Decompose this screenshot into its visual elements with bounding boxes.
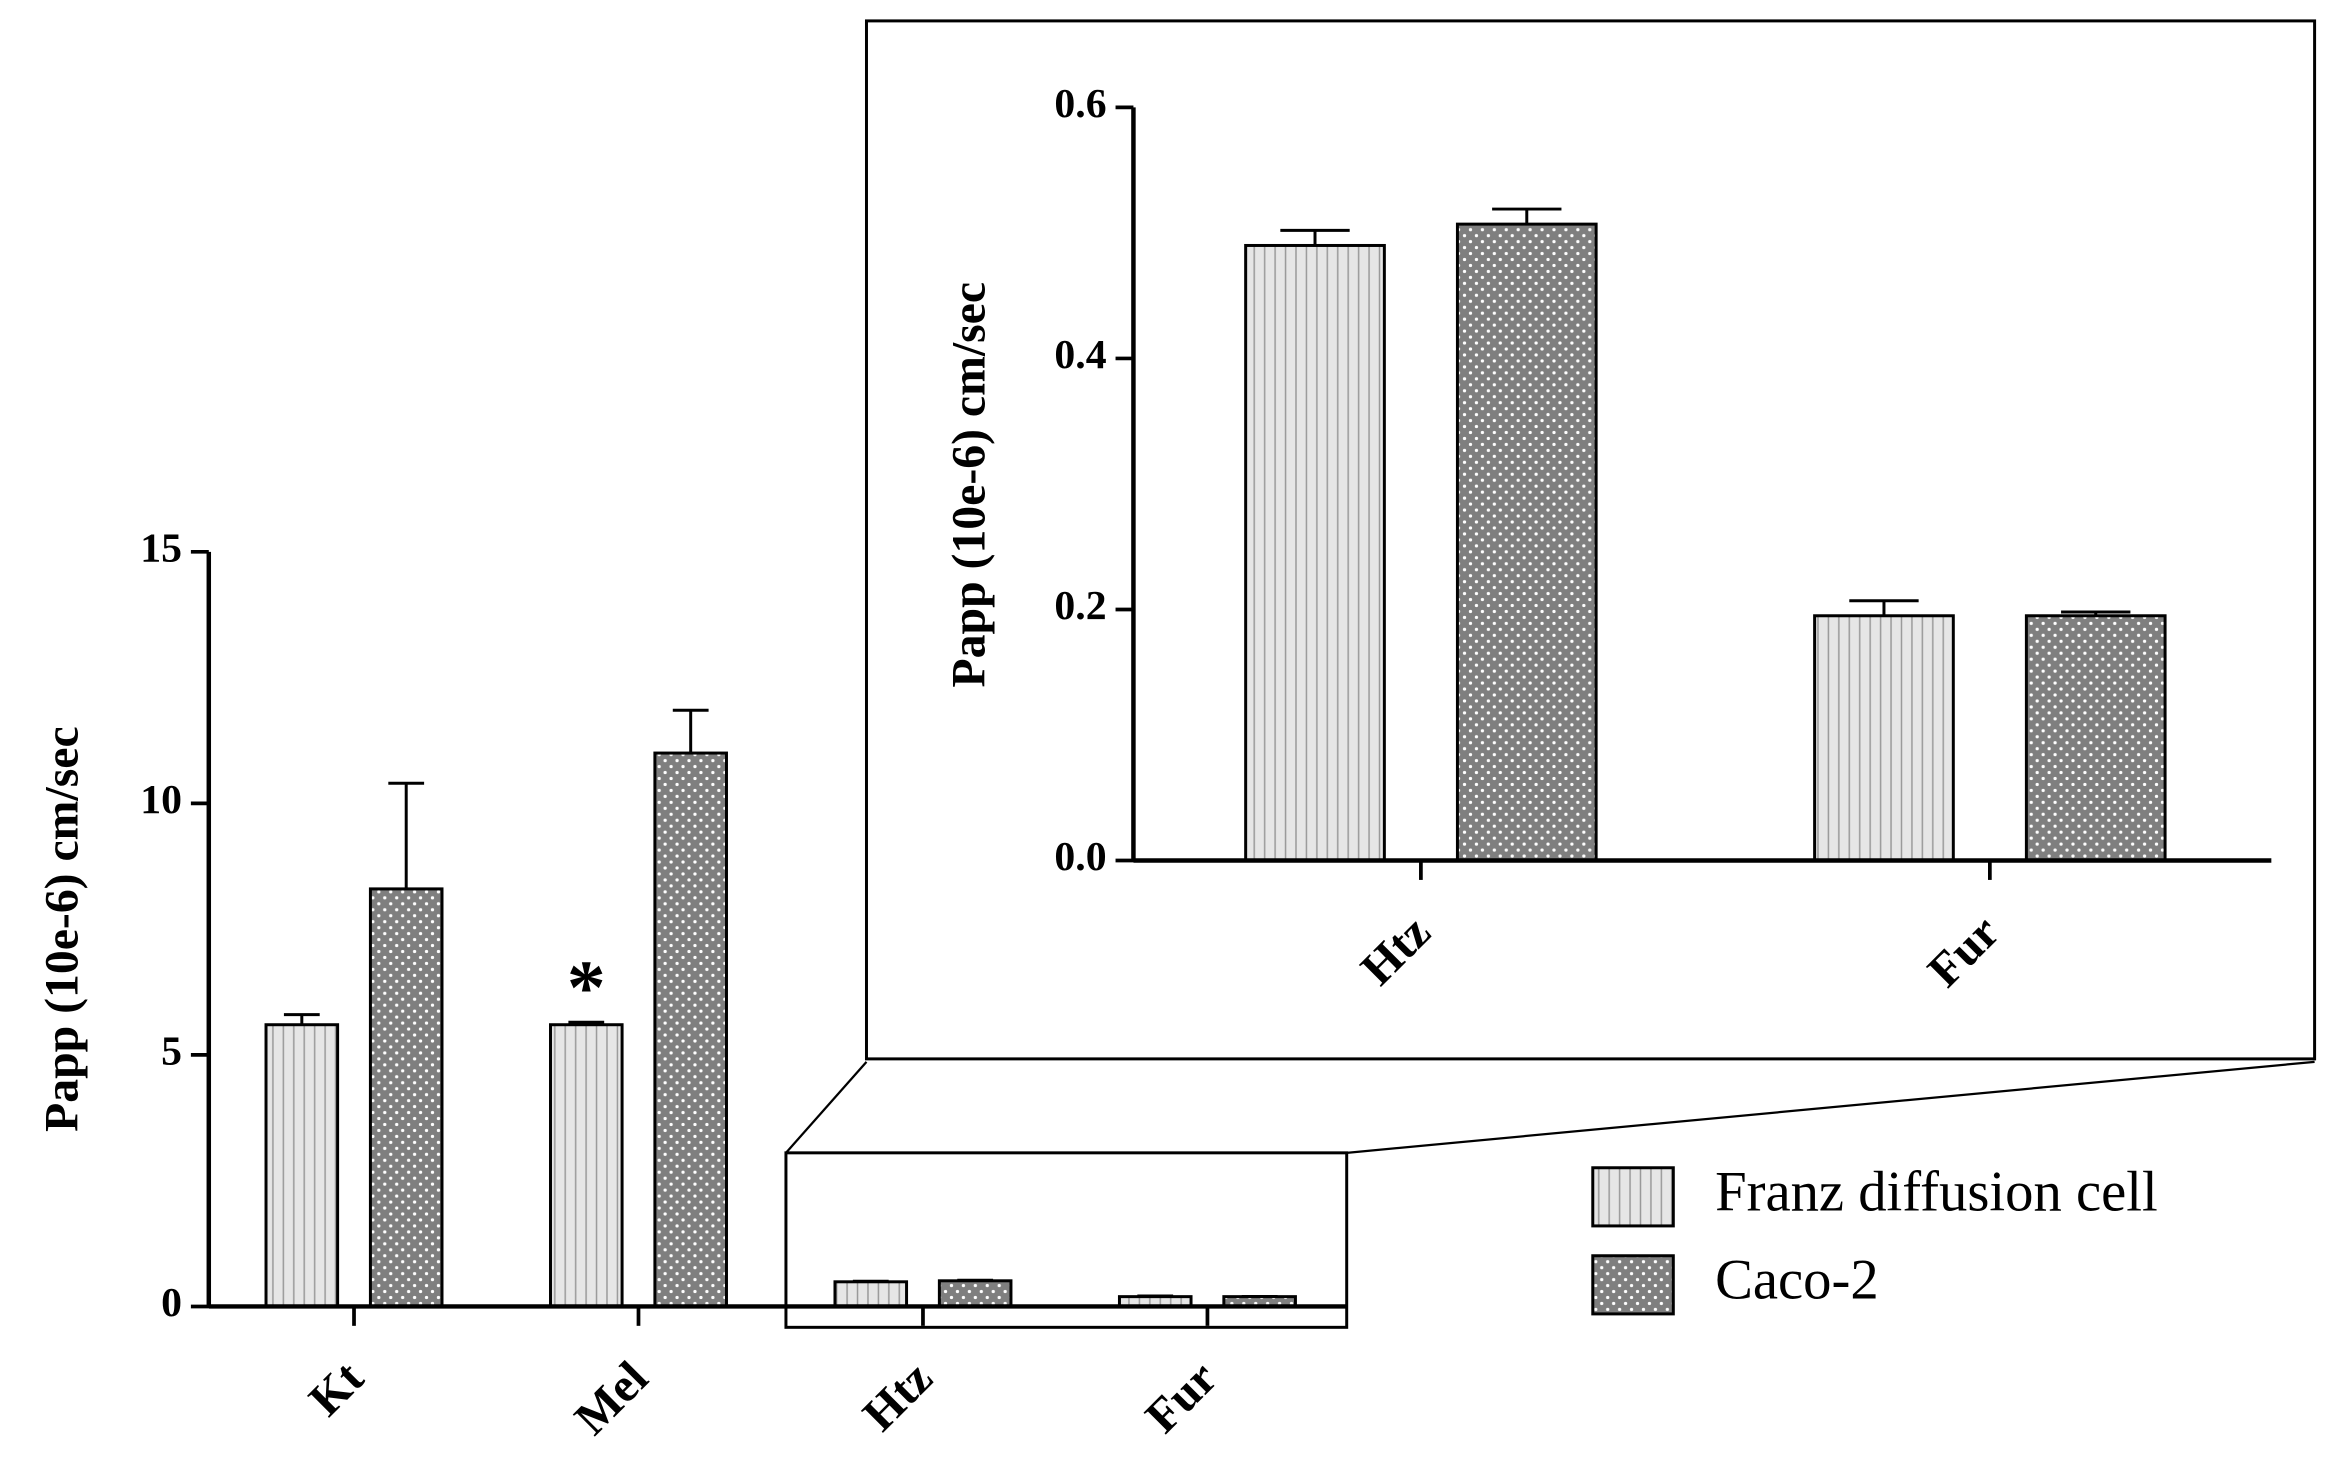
bar xyxy=(937,1279,1013,1308)
bar xyxy=(653,751,728,1308)
zoom-line xyxy=(1346,1060,2315,1154)
y-tick-label: 0.4 xyxy=(1054,332,1106,378)
y-tick-label: 15 xyxy=(140,525,182,571)
y-tick-label: 0.6 xyxy=(1054,81,1106,127)
bar xyxy=(1455,222,1598,863)
y-tick-label: 5 xyxy=(161,1028,182,1074)
zoom-line xyxy=(785,1061,868,1154)
bar xyxy=(368,887,444,1308)
zoom-box xyxy=(784,1151,1349,1329)
bar xyxy=(1244,243,1386,863)
y-tick-label: 10 xyxy=(140,777,182,823)
y-axis-label: Papp (10e-6) cm/sec xyxy=(942,282,995,688)
legend-swatch xyxy=(1591,1254,1675,1316)
y-tick-label: 0.0 xyxy=(1054,834,1106,880)
y-tick-label: 0.2 xyxy=(1054,583,1106,629)
y-axis-label: Papp (10e-6) cm/sec xyxy=(36,726,89,1131)
legend-swatch xyxy=(1591,1166,1675,1228)
annotation: * xyxy=(567,944,606,1030)
bar xyxy=(1813,614,1955,863)
bar xyxy=(264,1023,340,1308)
legend-label: Franz diffusion cell xyxy=(1715,1162,2158,1224)
bar xyxy=(833,1280,909,1308)
legend-label: Caco-2 xyxy=(1715,1250,1879,1312)
bar xyxy=(2024,614,2167,863)
y-tick-label: 0 xyxy=(161,1280,182,1326)
bar xyxy=(549,1023,624,1308)
